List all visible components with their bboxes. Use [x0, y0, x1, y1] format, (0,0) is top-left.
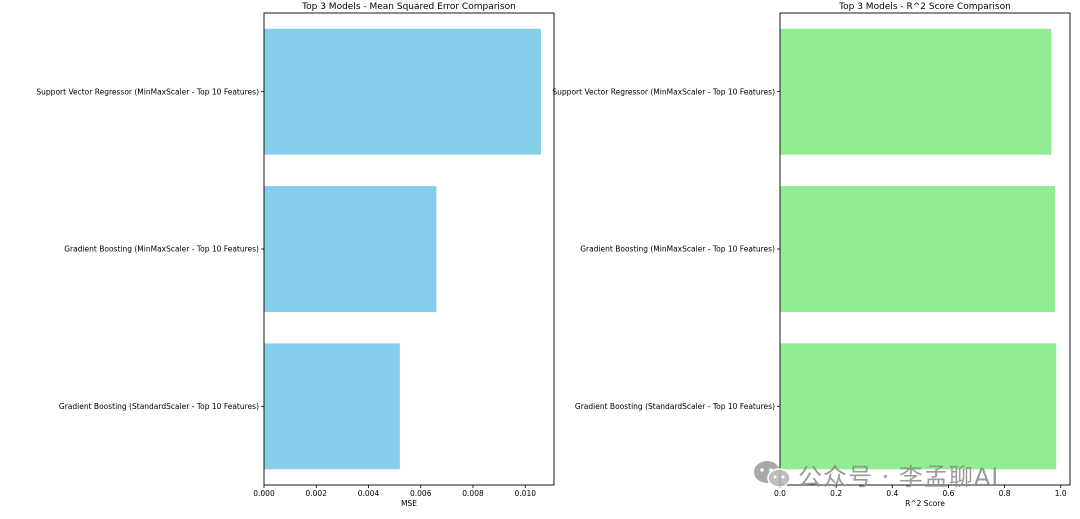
x-tick-label-4: 0.008	[462, 489, 484, 498]
y-tick-label-0: Support Vector Regressor (MinMaxScaler -…	[36, 87, 259, 96]
x-tick-label-5: 1.0	[1055, 489, 1067, 498]
bar-0	[264, 28, 541, 155]
chart-panel-1: Support Vector Regressor (MinMaxScaler -…	[552, 2, 1071, 508]
x-tick-label-1: 0.002	[306, 489, 328, 498]
x-tick-label-3: 0.006	[410, 489, 432, 498]
watermark-text: 公众号 · 李孟聊AI	[798, 462, 1000, 491]
wechat-icon	[754, 461, 791, 488]
x-tick-label-5: 0.010	[515, 489, 537, 498]
chart-title: Top 3 Models - R^2 Score Comparison	[838, 2, 1011, 12]
bar-2	[264, 343, 400, 470]
watermark: 公众号 · 李孟聊AI	[752, 456, 999, 492]
bar-0	[780, 28, 1052, 155]
axes-frame	[263, 12, 555, 486]
x-tick-label-2: 0.4	[886, 489, 898, 498]
y-tick-label-1: Gradient Boosting (MinMaxScaler - Top 10…	[64, 245, 259, 254]
axes-frame	[779, 12, 1071, 486]
x-axis-label: MSE	[401, 499, 417, 508]
y-tick-label-2: Gradient Boosting (StandardScaler - Top …	[575, 402, 775, 411]
chart-title: Top 3 Models - Mean Squared Error Compar…	[301, 2, 516, 12]
bar-2	[780, 343, 1057, 470]
x-tick-label-4: 0.8	[999, 489, 1011, 498]
y-tick-label-0: Support Vector Regressor (MinMaxScaler -…	[552, 87, 775, 96]
y-tick-label-1: Gradient Boosting (MinMaxScaler - Top 10…	[580, 245, 775, 254]
x-tick-label-2: 0.004	[358, 489, 380, 498]
x-tick-label-0: 0.0	[774, 489, 786, 498]
chart-panel-0: Support Vector Regressor (MinMaxScaler -…	[36, 2, 555, 508]
bar-1	[780, 186, 1055, 312]
bar-1	[264, 186, 437, 312]
x-tick-label-3: 0.6	[942, 489, 954, 498]
y-tick-label-2: Gradient Boosting (StandardScaler - Top …	[59, 402, 259, 411]
x-tick-label-0: 0.000	[253, 489, 275, 498]
x-tick-label-1: 0.2	[830, 489, 842, 498]
x-axis-label: R^2 Score	[905, 499, 945, 508]
